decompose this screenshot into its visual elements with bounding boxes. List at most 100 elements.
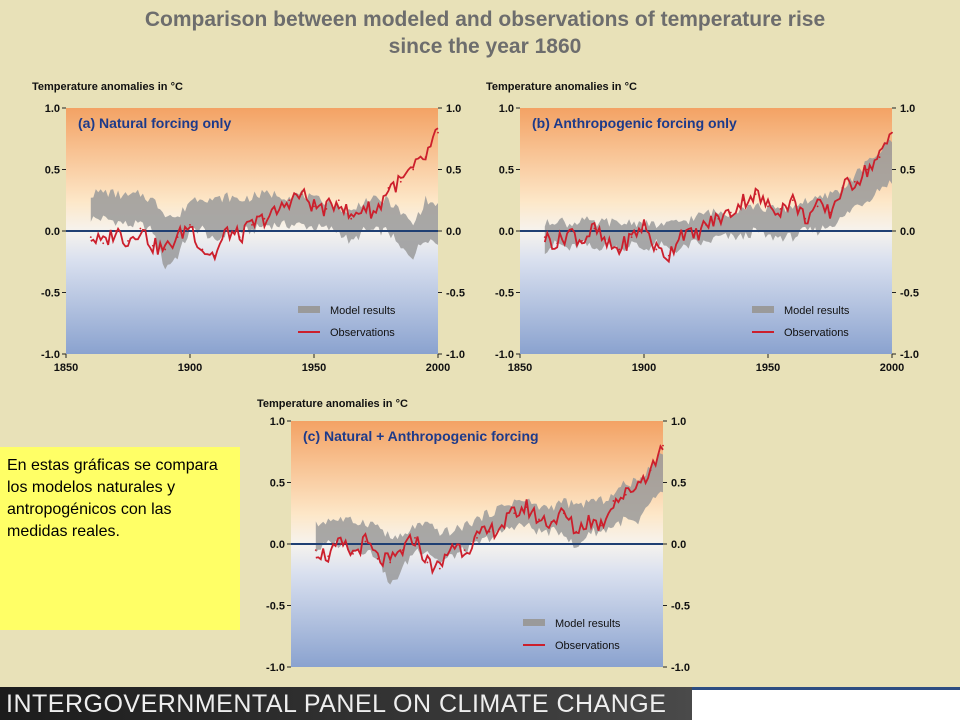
panel-title: (c) Natural + Anthropogenic forcing — [303, 428, 539, 444]
y-tick-label-right: 1.0 — [671, 416, 686, 428]
legend-swatch-model — [752, 306, 774, 313]
observation-point — [841, 187, 844, 189]
y-tick-label-right: -0.5 — [671, 601, 690, 613]
observation-point — [251, 223, 253, 226]
chart-svg: Temperature anomalies in °C 1.0 1.0 0.5 0.5 0… — [257, 398, 690, 674]
y-tick-label-right: 0.0 — [446, 226, 461, 238]
y-tick-label-right: -1.0 — [900, 349, 919, 361]
observation-point — [327, 555, 330, 558]
series-observations-line — [90, 127, 439, 262]
observation-point — [779, 207, 782, 210]
y-tick-label-right: -0.5 — [900, 288, 919, 300]
observation-point — [742, 199, 745, 202]
observation-point — [102, 242, 105, 245]
legend-label-observations: Observations — [784, 327, 849, 339]
observation-point — [288, 199, 291, 202]
observation-point — [692, 236, 695, 239]
observation-point — [667, 254, 670, 257]
y-tick-label-left: 0.0 — [45, 226, 60, 238]
legend-label-observations: Observations — [330, 327, 395, 339]
legend-label-model: Model results — [555, 618, 621, 630]
observation-point — [791, 199, 794, 202]
y-tick-label-left: 0.5 — [270, 478, 285, 490]
observation-point — [164, 248, 167, 251]
observation-point — [201, 248, 204, 251]
observation-point — [680, 230, 683, 232]
observation-point — [538, 518, 540, 521]
observation-point — [401, 549, 404, 552]
x-tick-label: 1950 — [756, 362, 780, 374]
footer-right-panel — [692, 687, 960, 720]
title-line-1: Comparison between modeled and observati… — [144, 8, 826, 31]
observation-point — [705, 223, 707, 226]
legend-label-model: Model results — [784, 305, 850, 317]
observation-point — [767, 205, 769, 208]
observation-point — [618, 248, 621, 251]
observation-point — [637, 481, 640, 484]
observation-point — [438, 567, 441, 570]
chart-natural-forcing: Temperature anomalies in °C 1.0 1.0 0.5 0.5 0… — [30, 78, 465, 378]
y-tick-label-left: 0.0 — [499, 226, 514, 238]
y-tick-label-left: 0.5 — [499, 165, 514, 177]
y-tick-label-left: 1.0 — [45, 103, 60, 115]
observation-point — [313, 205, 315, 208]
y-tick-label-left: -0.5 — [41, 288, 60, 300]
panel-title: (a) Natural forcing only — [78, 115, 231, 131]
observation-point — [804, 217, 807, 220]
chart-natural-plus-anthropogenic: Temperature anomalies in °C 1.0 1.0 0.5 0.5 0… — [255, 395, 705, 685]
observation-point — [662, 444, 664, 447]
observation-point — [878, 156, 881, 159]
observation-point — [829, 211, 831, 214]
observation-point — [437, 131, 439, 134]
observation-point — [375, 211, 377, 214]
chart-svg: Temperature anomalies in °C 1.0 1.0 0.5 0.5 0… — [486, 81, 919, 374]
observation-point — [568, 230, 571, 232]
observation-point — [513, 512, 516, 515]
observation-point — [581, 239, 583, 242]
observation-point — [213, 254, 216, 257]
observation-point — [556, 242, 559, 245]
observation-point — [414, 536, 416, 539]
observation-point — [630, 236, 633, 239]
y-tick-label-left: -0.5 — [266, 601, 285, 613]
observation-point — [337, 199, 340, 202]
observation-point — [816, 205, 819, 208]
observation-point — [754, 193, 757, 195]
legend-swatch-model — [298, 306, 320, 313]
observation-point — [352, 552, 354, 555]
observation-point — [426, 561, 429, 564]
observation-point — [649, 469, 652, 472]
observation-point — [451, 543, 454, 545]
observation-point — [339, 543, 342, 545]
observation-point — [624, 493, 627, 496]
observation-point — [300, 193, 303, 195]
y-tick-label-right: 1.0 — [446, 103, 461, 115]
y-tick-label-right: -0.5 — [446, 288, 465, 300]
observation-point — [853, 180, 856, 183]
x-tick-label: 2000 — [880, 362, 904, 374]
x-tick-label: 1900 — [178, 362, 202, 374]
observation-point — [866, 168, 869, 171]
x-tick-label: 1850 — [508, 362, 532, 374]
y-tick-label-right: 1.0 — [900, 103, 915, 115]
observation-point — [226, 230, 229, 232]
series-observations-line — [315, 444, 664, 576]
chart-svg: Temperature anomalies in °C 1.0 1.0 0.5 0.5 0… — [32, 81, 465, 374]
y-tick-label-left: 1.0 — [270, 416, 285, 428]
observation-point — [605, 244, 608, 247]
y-tick-label-left: -0.5 — [495, 288, 514, 300]
footer-band: INTERGOVERNMENTAL PANEL ON CLIMATE CHANG… — [0, 687, 692, 720]
x-tick-label: 1900 — [632, 362, 656, 374]
observation-point — [463, 549, 466, 552]
observation-point — [325, 207, 328, 210]
y-axis-label: Temperature anomalies in °C — [486, 81, 637, 93]
observation-point — [575, 530, 578, 533]
observation-point — [127, 239, 129, 242]
footer-text: INTERGOVERNMENTAL PANEL ON CLIMATE CHANG… — [6, 690, 667, 718]
observation-point — [189, 223, 191, 226]
observation-point — [350, 217, 353, 220]
x-tick-label: 1950 — [302, 362, 326, 374]
observation-point — [89, 236, 92, 239]
observation-point — [655, 248, 658, 251]
legend-label-model: Model results — [330, 305, 396, 317]
